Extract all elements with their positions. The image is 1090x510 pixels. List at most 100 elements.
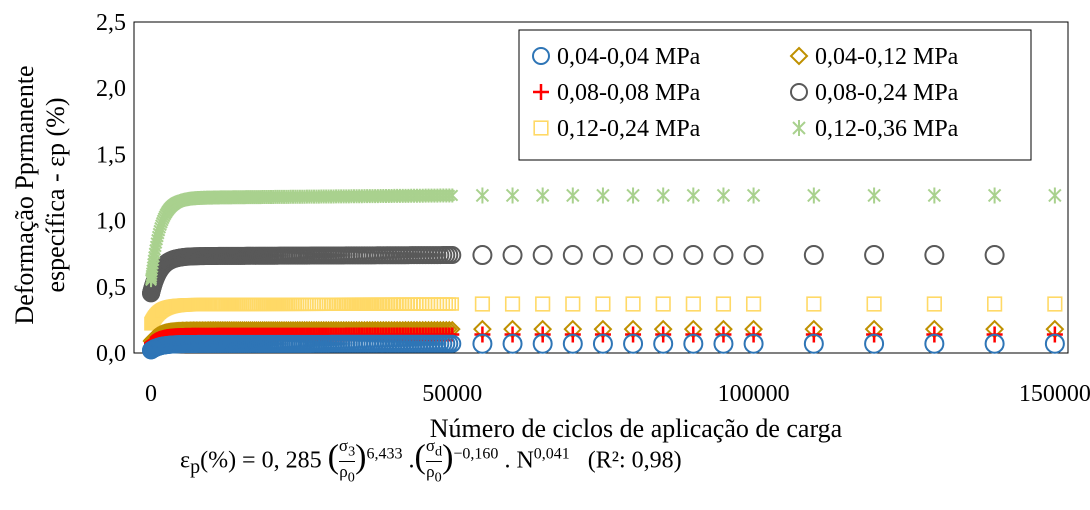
data-point	[472, 245, 493, 266]
data-point	[867, 187, 881, 204]
data-point	[623, 333, 644, 354]
data-point	[1044, 333, 1065, 354]
data-point	[807, 187, 821, 204]
legend-marker	[789, 46, 809, 66]
y-tick-label: 0,0	[96, 341, 126, 367]
formula-sigma3-sub: 3	[348, 443, 356, 460]
data-point	[656, 187, 670, 204]
data-point	[685, 296, 701, 312]
series-0,04-0,04 MPa	[142, 333, 1065, 360]
formula-exponent-1: 6,433	[366, 445, 403, 463]
formula-dot: .	[408, 447, 415, 474]
series-0,12-0,36 MPa	[145, 187, 1062, 288]
legend-label: 0,04-0,04 MPa	[557, 44, 701, 70]
data-point	[595, 296, 611, 312]
legend-marker	[792, 120, 806, 136]
legend-box	[518, 29, 1032, 161]
data-point	[625, 296, 641, 312]
data-point	[446, 188, 459, 203]
data-point	[745, 296, 762, 312]
data-point	[532, 47, 550, 65]
data-point	[746, 187, 761, 204]
data-point	[535, 187, 550, 204]
data-point	[532, 333, 553, 354]
data-point	[927, 187, 942, 204]
legend-label: 0,04-0,12 MPa	[815, 44, 959, 70]
data-point	[533, 120, 549, 136]
data-point	[715, 296, 732, 312]
data-point	[443, 246, 462, 265]
formula-rho-1: ρ	[339, 462, 348, 482]
series-0,12-0,24 MPa	[144, 296, 1063, 331]
data-point	[504, 296, 521, 312]
formula-sigma3: σ	[338, 436, 349, 455]
y-axis-title-line1: Deformação Pprmanente	[10, 65, 39, 324]
data-point	[984, 333, 1005, 354]
data-point	[803, 333, 824, 354]
data-point	[743, 245, 764, 266]
formula-r2: (R²: 0,98)	[587, 447, 682, 474]
y-tick-label: 2,0	[96, 76, 126, 102]
data-point	[1047, 296, 1063, 312]
data-point	[683, 333, 704, 354]
data-point	[792, 120, 806, 136]
legend-label: 0,08-0,24 MPa	[815, 80, 959, 106]
data-point	[806, 296, 822, 312]
data-point	[1048, 187, 1062, 204]
x-tick-label: 50000	[422, 381, 482, 407]
data-point	[502, 245, 523, 266]
formula-sigmad: σ	[425, 436, 435, 455]
data-point	[562, 245, 583, 266]
data-point	[713, 245, 734, 266]
formula-rho-2: ρ	[426, 462, 435, 482]
formula-sigmad-sub: d	[435, 443, 443, 460]
legend-marker	[533, 120, 549, 136]
data-point	[592, 245, 613, 266]
data-point	[502, 333, 523, 354]
y-tick-label: 1,5	[96, 142, 126, 168]
y-axis-title-line2: específica - εp (%)	[41, 98, 70, 293]
data-point	[803, 245, 824, 266]
formula-rho-2-sub: 0	[434, 469, 442, 486]
legend-marker	[532, 47, 550, 65]
legend-marker	[790, 83, 808, 101]
legend-label: 0,12-0,36 MPa	[815, 116, 959, 142]
data-point	[532, 245, 553, 266]
data-point	[626, 187, 640, 204]
data-point	[472, 333, 493, 354]
x-tick-label: 0	[145, 381, 157, 407]
regression-formula: εp(%) = 0, 285 (σ3 ρ0)6,433 .(σd ρ0)−0,160…	[180, 436, 682, 486]
data-point	[443, 334, 462, 353]
data-point	[653, 245, 674, 266]
data-point	[623, 245, 644, 266]
data-point	[924, 245, 945, 266]
data-point	[984, 245, 1005, 266]
data-point	[683, 245, 704, 266]
data-point	[505, 187, 520, 204]
data-point	[924, 333, 945, 354]
formula-n: . N	[504, 447, 534, 474]
data-point	[743, 333, 764, 354]
data-point	[987, 296, 1003, 312]
formula-exponent-3: 0,041	[533, 445, 570, 463]
data-point	[655, 296, 671, 312]
data-point	[596, 187, 610, 204]
data-point	[987, 187, 1002, 204]
data-point	[790, 83, 808, 101]
formula-coefficient: (%) = 0, 285	[200, 447, 322, 474]
data-point	[533, 84, 549, 100]
y-tick-label: 2,5	[96, 10, 126, 36]
data-point	[566, 187, 580, 204]
data-point	[864, 245, 885, 266]
data-point	[926, 296, 942, 312]
y-tick-label: 0,5	[96, 275, 126, 301]
legend-marker	[533, 84, 549, 100]
data-point	[789, 46, 809, 66]
data-point	[713, 333, 734, 354]
series-0,08-0,24 MPa	[142, 245, 1005, 303]
data-point	[535, 296, 551, 312]
data-point	[866, 296, 882, 312]
x-axis-title: Número de ciclos de aplicação de carga	[430, 414, 843, 443]
formula-rho-1-sub: 0	[347, 469, 355, 486]
